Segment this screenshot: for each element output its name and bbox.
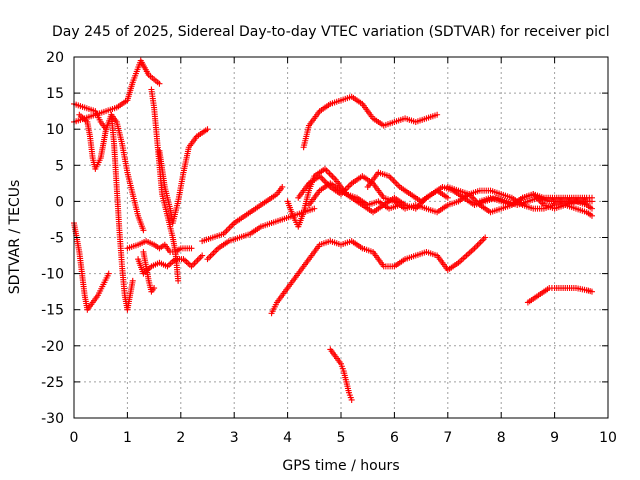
data-point [151, 285, 158, 292]
data-point [444, 194, 451, 201]
data-point [482, 234, 489, 241]
data-point [103, 126, 110, 133]
x-tick-label: 0 [70, 430, 79, 446]
series-track-10 [156, 126, 211, 227]
y-tick-label: 15 [46, 86, 64, 102]
y-tick-label: -10 [41, 267, 64, 283]
data-point [434, 111, 441, 118]
series-track-16 [295, 173, 462, 216]
y-tick-label: 5 [55, 158, 64, 174]
y-tick-label: -5 [50, 231, 64, 247]
data-marks [71, 57, 595, 403]
data-point [311, 205, 318, 212]
data-point [588, 288, 595, 295]
y-axis-title: SDTVAR / TECUs [7, 180, 23, 295]
x-tick-label: 5 [337, 430, 346, 446]
series-track-13 [268, 234, 489, 317]
data-point [188, 245, 195, 252]
series-track-14 [300, 93, 441, 151]
series-track-02 [71, 100, 147, 234]
series-track-23 [524, 285, 595, 306]
y-tick-label: 0 [55, 194, 64, 210]
x-tick-label: 10 [599, 430, 617, 446]
chart-title: Day 245 of 2025, Sidereal Day-to-day VTE… [52, 24, 610, 40]
data-point [204, 126, 211, 133]
series-track-08 [140, 248, 158, 295]
data-point [279, 183, 286, 190]
y-tick-label: 10 [46, 122, 64, 138]
y-tick-label: -20 [41, 339, 64, 355]
series-track-06 [124, 238, 195, 255]
data-point [588, 194, 595, 201]
series-track-22 [476, 191, 595, 212]
data-point [105, 270, 112, 277]
x-tick-label: 1 [123, 430, 132, 446]
x-axis-title: GPS time / hours [282, 458, 399, 474]
series-track-19 [364, 169, 595, 209]
x-tick-label: 6 [390, 430, 399, 446]
data-point [140, 227, 147, 234]
data-point [175, 277, 182, 284]
x-tick-label: 9 [550, 430, 559, 446]
data-point [348, 396, 355, 403]
x-tick-label: 8 [497, 430, 506, 446]
x-tick-label: 3 [230, 430, 239, 446]
series-track-05 [108, 111, 136, 313]
series-track-11 [199, 183, 286, 245]
series-track-03 [76, 111, 110, 172]
data-point [129, 277, 136, 284]
x-tick-label: 2 [176, 430, 185, 446]
data-point [156, 80, 163, 87]
data-point [199, 252, 206, 259]
x-tick-label: 4 [283, 430, 292, 446]
data-point [588, 212, 595, 219]
y-tick-label: 20 [46, 50, 64, 66]
axis-ticks: 0 1 2 3 4 5 6 7 8 9 10 -30 -25 -20 -15 -10 -5 0 5 10 15 20 [41, 50, 617, 446]
data-point [588, 205, 595, 212]
series-track-18 [327, 346, 355, 403]
y-tick-label: -15 [41, 303, 64, 319]
y-tick-label: -30 [41, 411, 64, 427]
y-tick-label: -25 [41, 375, 64, 391]
x-tick-label: 7 [443, 430, 452, 446]
